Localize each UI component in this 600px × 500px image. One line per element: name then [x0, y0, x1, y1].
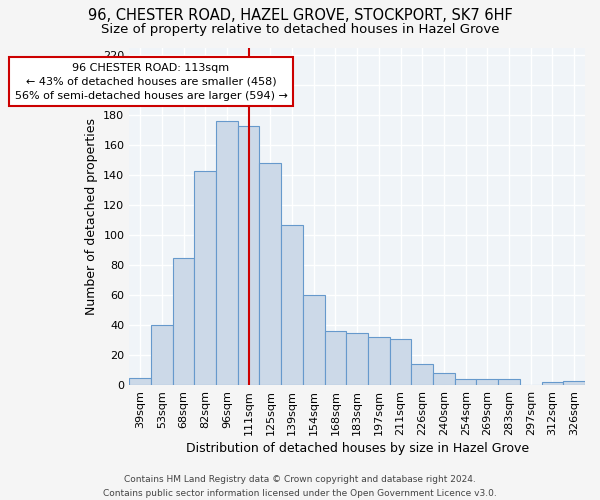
- Text: 96 CHESTER ROAD: 113sqm
← 43% of detached houses are smaller (458)
56% of semi-d: 96 CHESTER ROAD: 113sqm ← 43% of detache…: [14, 62, 287, 100]
- Bar: [325, 331, 346, 385]
- Bar: [259, 163, 281, 385]
- Bar: [389, 338, 412, 385]
- Text: Contains HM Land Registry data © Crown copyright and database right 2024.
Contai: Contains HM Land Registry data © Crown c…: [103, 476, 497, 498]
- Y-axis label: Number of detached properties: Number of detached properties: [85, 118, 98, 315]
- Bar: [563, 380, 585, 385]
- Bar: [216, 121, 238, 385]
- X-axis label: Distribution of detached houses by size in Hazel Grove: Distribution of detached houses by size …: [185, 442, 529, 455]
- Text: Size of property relative to detached houses in Hazel Grove: Size of property relative to detached ho…: [101, 22, 499, 36]
- Bar: [542, 382, 563, 385]
- Bar: [368, 337, 389, 385]
- Bar: [151, 325, 173, 385]
- Bar: [194, 170, 216, 385]
- Bar: [498, 379, 520, 385]
- Bar: [433, 373, 455, 385]
- Bar: [173, 258, 194, 385]
- Bar: [303, 295, 325, 385]
- Text: 96, CHESTER ROAD, HAZEL GROVE, STOCKPORT, SK7 6HF: 96, CHESTER ROAD, HAZEL GROVE, STOCKPORT…: [88, 8, 512, 22]
- Bar: [346, 332, 368, 385]
- Bar: [412, 364, 433, 385]
- Bar: [238, 126, 259, 385]
- Bar: [455, 379, 476, 385]
- Bar: [281, 224, 303, 385]
- Bar: [129, 378, 151, 385]
- Bar: [476, 379, 498, 385]
